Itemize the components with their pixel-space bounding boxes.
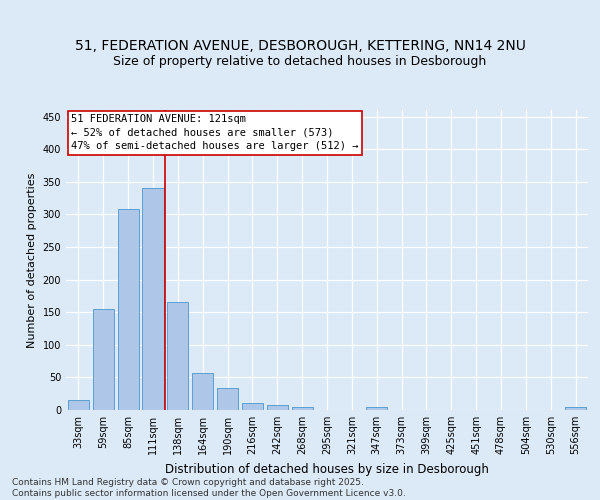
Bar <box>267 405 288 410</box>
Bar <box>68 400 89 410</box>
X-axis label: Distribution of detached houses by size in Desborough: Distribution of detached houses by size … <box>165 462 489 475</box>
Text: Size of property relative to detached houses in Desborough: Size of property relative to detached ho… <box>113 54 487 68</box>
Bar <box>366 406 387 410</box>
Bar <box>292 408 313 410</box>
Bar <box>167 302 188 410</box>
Text: 51 FEDERATION AVENUE: 121sqm
← 52% of detached houses are smaller (573)
47% of s: 51 FEDERATION AVENUE: 121sqm ← 52% of de… <box>71 114 359 151</box>
Bar <box>565 408 586 410</box>
Text: 51, FEDERATION AVENUE, DESBOROUGH, KETTERING, NN14 2NU: 51, FEDERATION AVENUE, DESBOROUGH, KETTE… <box>74 38 526 52</box>
Bar <box>118 209 139 410</box>
Text: Contains HM Land Registry data © Crown copyright and database right 2025.
Contai: Contains HM Land Registry data © Crown c… <box>12 478 406 498</box>
Bar <box>192 373 213 410</box>
Y-axis label: Number of detached properties: Number of detached properties <box>27 172 37 348</box>
Bar <box>242 404 263 410</box>
Bar <box>217 388 238 410</box>
Bar <box>93 309 114 410</box>
Bar <box>142 188 164 410</box>
